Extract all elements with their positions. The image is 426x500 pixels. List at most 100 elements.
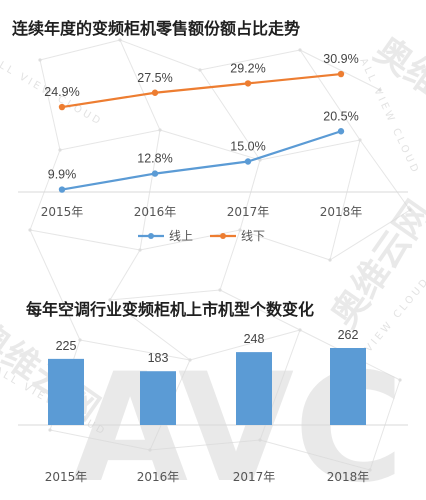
x-tick-label: 2016年: [134, 205, 177, 219]
legend-label: 线下: [241, 229, 265, 243]
legend-item: 线下: [210, 229, 265, 243]
watermark-link: [39, 39, 121, 61]
data-label: 248: [244, 332, 265, 346]
watermark-link: [119, 39, 201, 71]
watermark-node: [158, 128, 162, 132]
bar: [48, 358, 84, 425]
watermark-node: [298, 328, 302, 332]
x-tick-label: 2018年: [327, 470, 370, 484]
bar-chart: 225 183 248 262 2015年 2016年 2017年 2018年: [18, 328, 408, 484]
watermark-link: [29, 229, 81, 341]
data-label: 20.5%: [323, 109, 358, 123]
watermark-node: [258, 438, 262, 442]
x-tick-label: 2015年: [45, 470, 88, 484]
watermark-node: [358, 138, 362, 142]
legend-item: 线上: [138, 229, 193, 243]
bar: [140, 371, 176, 425]
watermark-node: [298, 48, 302, 52]
watermark-node: [188, 358, 192, 362]
data-label: 24.9%: [44, 85, 79, 99]
watermark-link: [149, 439, 261, 451]
data-label: 27.5%: [137, 71, 172, 85]
watermark-node: [108, 298, 112, 302]
data-label: 183: [148, 351, 169, 365]
x-tick-label: 2017年: [227, 205, 270, 219]
line-chart: 9.9%12.8%15.0%20.5%24.9%27.5%29.2%30.9%2…: [18, 52, 408, 243]
watermark-link: [159, 129, 261, 161]
watermark-network: [28, 38, 412, 472]
legend-marker: [220, 233, 226, 239]
watermark-node: [48, 428, 52, 432]
data-label: 30.9%: [323, 52, 358, 66]
watermark-link: [109, 299, 191, 361]
watermark-link: [39, 59, 61, 151]
watermark-link: [219, 229, 241, 291]
watermark-node: [408, 208, 412, 212]
watermark-link: [259, 139, 361, 161]
data-point: [151, 170, 159, 177]
watermark-link: [79, 339, 191, 361]
watermark-link: [359, 139, 411, 211]
legend-label: 线上: [169, 229, 193, 243]
x-tick-label: 2017年: [233, 470, 276, 484]
legend-marker: [148, 233, 154, 239]
data-label: 225: [56, 339, 77, 353]
bar: [236, 352, 272, 425]
watermark-link: [189, 329, 301, 361]
data-point: [58, 186, 66, 193]
watermark-node: [138, 248, 142, 252]
watermark-link: [199, 49, 301, 71]
watermark-node: [258, 158, 262, 162]
data-point: [244, 158, 252, 165]
data-point: [337, 128, 345, 135]
series-offline: 24.9% 27.5% 29.2% 30.9%: [44, 52, 359, 111]
bar: [330, 348, 366, 425]
watermark-node: [238, 228, 242, 232]
watermark-link: [49, 429, 151, 451]
watermark-link: [199, 69, 261, 161]
watermark-node: [118, 38, 122, 42]
watermark-node: [368, 468, 372, 472]
watermark-node: [398, 378, 402, 382]
data-point: [337, 70, 345, 78]
watermark-node: [378, 88, 382, 92]
data-label: 15.0%: [230, 140, 265, 154]
data-label: 29.2%: [230, 61, 265, 75]
watermark-link: [239, 229, 331, 261]
line-chart-title: 连续年度的变频柜机零售额份额占比走势: [12, 19, 300, 38]
watermark-link: [259, 439, 371, 471]
watermark-node: [148, 448, 152, 452]
data-label: 9.9%: [48, 168, 77, 182]
x-tick-label: 2015年: [41, 205, 84, 219]
watermark-node: [28, 228, 32, 232]
watermark-node: [328, 258, 332, 262]
watermark-node: [198, 68, 202, 72]
watermark-node: [38, 58, 42, 62]
watermark-link: [239, 159, 261, 231]
data-point: [151, 89, 159, 96]
data-point: [58, 103, 66, 111]
legend: 线上 线下: [138, 229, 265, 243]
watermark-link: [329, 209, 411, 261]
watermark-link: [219, 289, 301, 331]
bar-chart-title: 每年空调行业变频柜机上市机型个数变化: [26, 300, 314, 319]
watermark-node: [218, 288, 222, 292]
watermark-link: [109, 289, 221, 301]
watermark-link: [299, 49, 381, 91]
data-label: 12.8%: [137, 152, 172, 166]
series-online: 9.9% 12.8% 15.0% 20.5%: [48, 109, 359, 193]
data-point: [244, 80, 252, 87]
watermark-link: [299, 49, 361, 141]
watermark-link: [29, 229, 141, 251]
x-tick-label: 2018年: [320, 205, 363, 219]
series-line: [61, 72, 342, 109]
watermark-link: [329, 139, 361, 261]
data-label: 262: [338, 328, 359, 342]
watermark-node: [78, 338, 82, 342]
watermark-link: [139, 129, 161, 251]
watermark-link: [59, 129, 161, 151]
watermark-link: [109, 249, 141, 301]
